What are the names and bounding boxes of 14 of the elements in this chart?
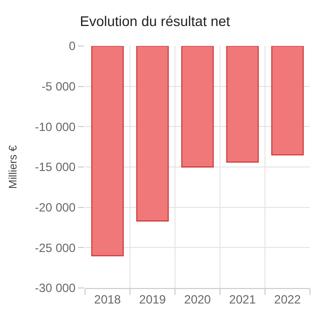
y-tick-label: -15 000 [34,160,76,174]
y-tick-label: -5 000 [42,80,76,94]
x-tick-label: 2020 [184,292,212,306]
y-tick-label: -20 000 [34,200,76,215]
y-tick-label: -30 000 [34,281,76,296]
x-tick-label: 2021 [229,292,256,306]
x-tick-label: 2018 [94,292,122,306]
y-tick-label: -10 000 [34,120,76,134]
y-tick-label: 0 [68,39,76,54]
y-tick-label: -25 000 [34,240,76,255]
y-axis-title: Milliers € [8,145,20,189]
chart-title: Evolution du résultat net [80,13,230,29]
x-tick-label: 2019 [139,292,166,306]
x-tick-label: 2022 [274,292,302,306]
